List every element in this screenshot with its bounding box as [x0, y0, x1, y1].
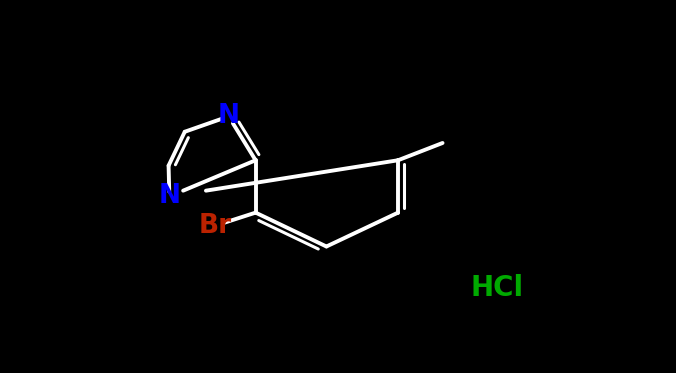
Text: N: N: [158, 184, 180, 210]
Text: Br: Br: [199, 213, 232, 239]
Text: N: N: [218, 103, 239, 129]
Text: HCl: HCl: [470, 274, 523, 302]
